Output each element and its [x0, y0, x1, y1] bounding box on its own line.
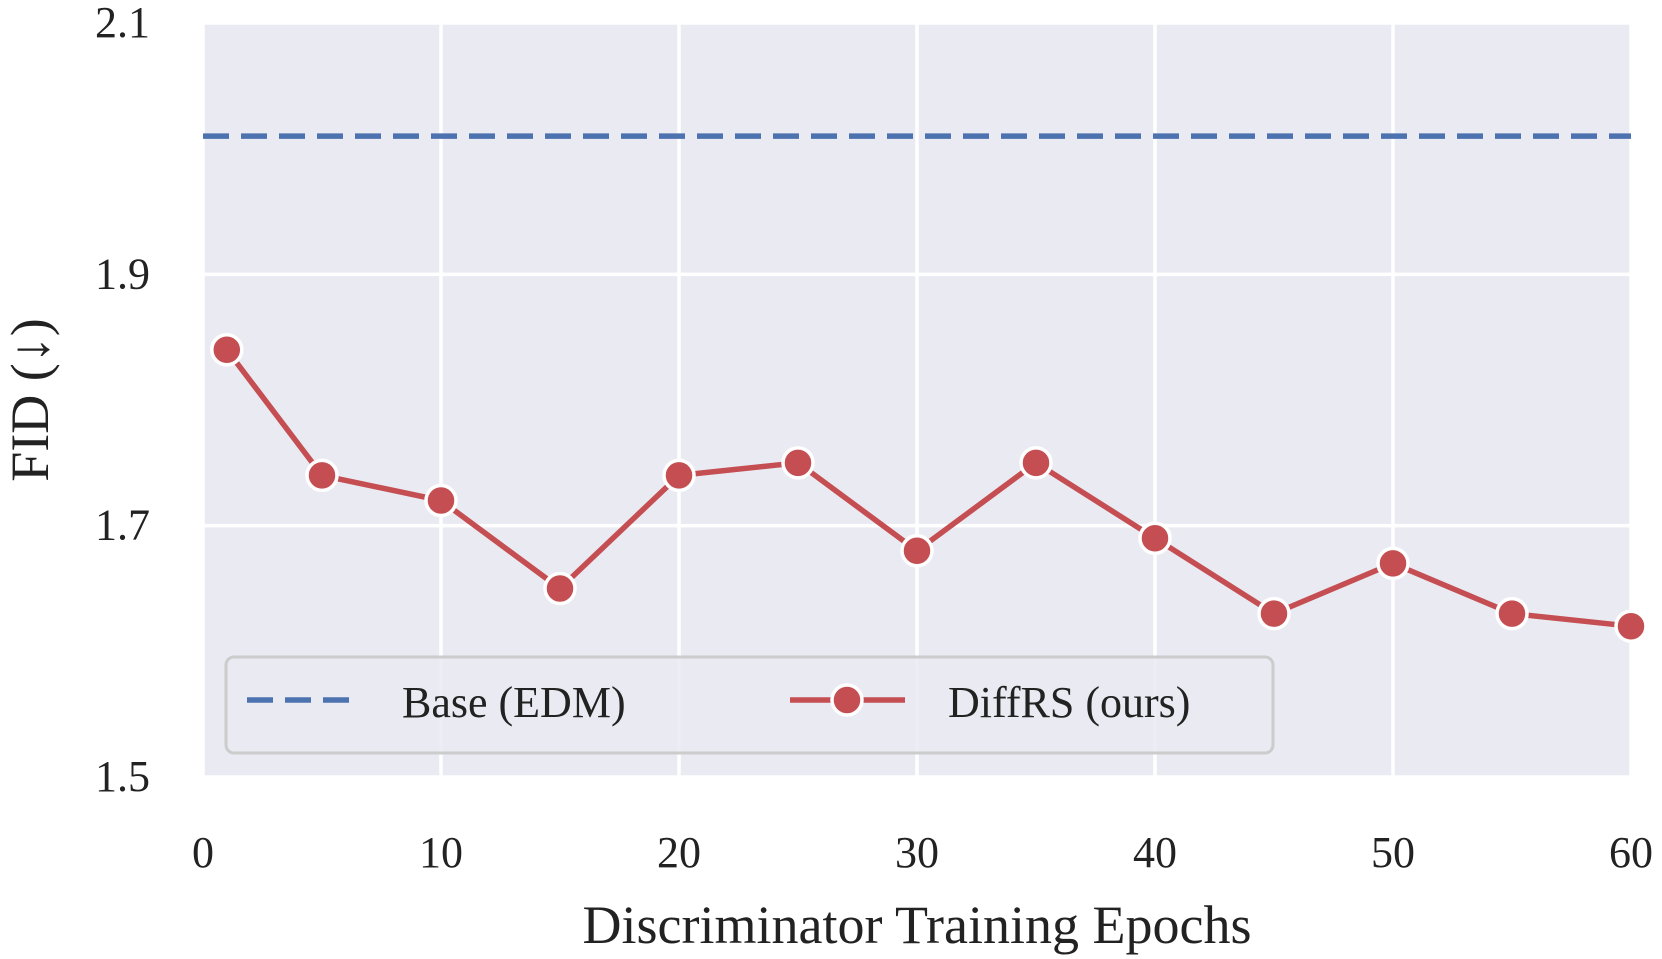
diffrs-point — [1019, 446, 1053, 480]
x-tick-label: 0 — [192, 828, 214, 877]
y-tick-label: 1.7 — [95, 501, 150, 550]
diffrs-point — [1614, 609, 1648, 643]
diffrs-point — [662, 458, 696, 493]
diffrs-point — [781, 446, 815, 480]
diffrs-point — [900, 534, 934, 568]
y-tick-label: 1.9 — [95, 249, 150, 298]
diffrs-point — [543, 571, 577, 606]
y-tick-label: 2.1 — [95, 0, 150, 47]
x-axis-title: Discriminator Training Epochs — [583, 895, 1252, 955]
legend-label-base-edm: Base (EDM) — [402, 678, 626, 727]
diffrs-point — [1138, 521, 1172, 555]
grid-lines — [201, 21, 1633, 779]
y-tick-label: 1.5 — [95, 752, 150, 801]
x-tick-label: 50 — [1371, 828, 1415, 877]
diffrs-point — [210, 332, 244, 367]
legend-label-diffrs: DiffRS (ours) — [948, 678, 1190, 727]
y-axis-title: FID (↓) — [0, 318, 60, 481]
diffrs-point — [305, 458, 339, 493]
legend-marker-diffrs — [830, 683, 864, 717]
x-tick-label: 60 — [1609, 828, 1653, 877]
x-tick-label: 30 — [895, 828, 939, 877]
series-layer — [203, 133, 1648, 643]
x-tick-label: 40 — [1133, 828, 1177, 877]
x-tick-label: 10 — [419, 828, 463, 877]
diffrs-point — [1495, 596, 1529, 631]
legend: Base (EDM) DiffRS (ours) — [224, 655, 1275, 755]
legend-box — [224, 655, 1275, 755]
x-tick-label: 20 — [657, 828, 701, 877]
diffrs-point — [424, 483, 458, 518]
tick-labels: 0 10 20 30 40 50 60 1.5 1.7 1.9 2.1 — [95, 0, 1653, 877]
diffrs-point — [1257, 596, 1291, 631]
diffrs-point — [1376, 546, 1410, 581]
